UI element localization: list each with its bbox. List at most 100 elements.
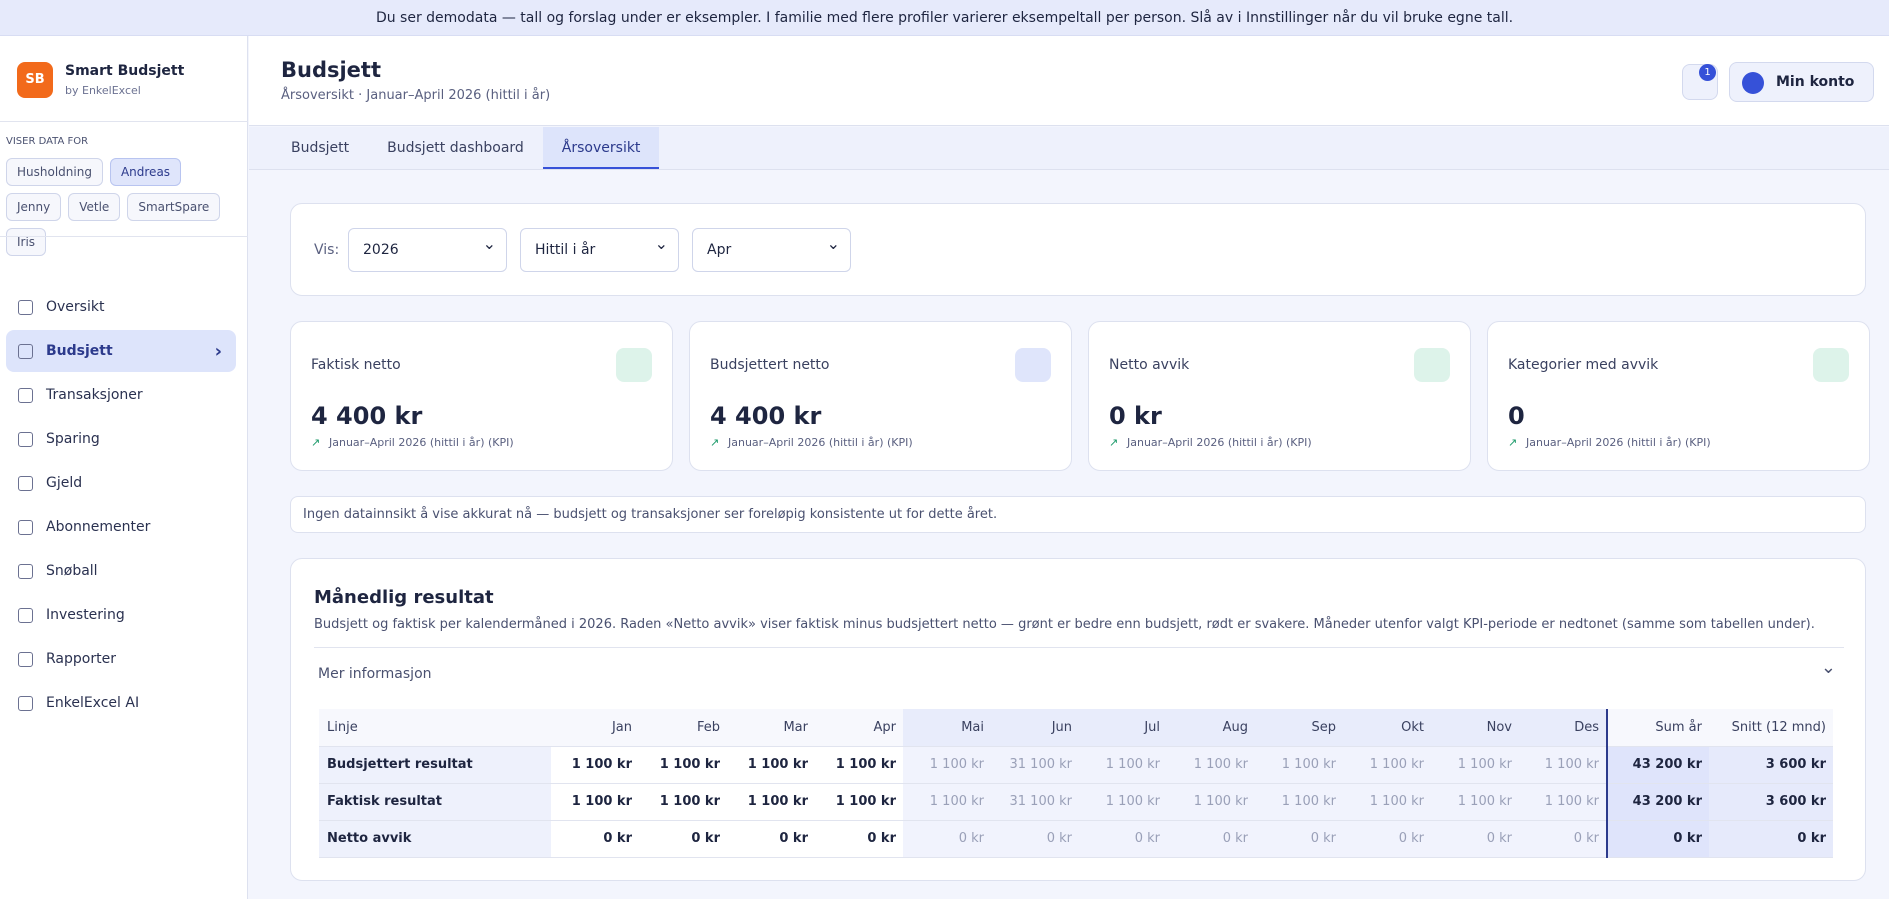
- table-row: Faktisk resultat 1 100 kr 1 100 kr 1 100 kr…: [319, 783, 1833, 821]
- table-cell: 1 100 kr: [727, 783, 815, 821]
- filter-label: Vis:: [314, 242, 340, 258]
- table-cell: 0 kr: [551, 820, 639, 858]
- kpi-note: Januar–April 2026 (hittil i år) (KPI): [710, 436, 913, 449]
- table-cell: 0 kr: [1255, 820, 1343, 858]
- profile-chip[interactable]: SmartSpare: [127, 193, 221, 221]
- column-header: Des: [1519, 709, 1607, 747]
- kpi-card: Kategorier med avvik 0 Januar–April 2026 (…: [1487, 321, 1870, 471]
- more-info-toggle[interactable]: Mer informasjon: [314, 642, 1844, 699]
- table-cell: 1 100 kr: [727, 746, 815, 784]
- profile-chip[interactable]: Husholdning: [6, 158, 103, 186]
- kpi-icon: [1015, 348, 1051, 382]
- table-cell: 1 100 kr: [1519, 746, 1607, 784]
- nav: OversiktBudsjettTransaksjonerSparingGjel…: [6, 286, 236, 726]
- kpi-value: 4 400 kr: [710, 402, 822, 430]
- column-header: Sep: [1255, 709, 1343, 747]
- select[interactable]: Apr: [692, 223, 851, 272]
- page-subtitle: Årsoversikt · Januar–April 2026 (hittil …: [281, 88, 551, 103]
- column-header: Linje: [319, 709, 551, 747]
- header: Budsjett Årsoversikt · Januar–April 2026…: [249, 36, 1889, 126]
- column-header: Sum år: [1606, 709, 1709, 747]
- table-cell: 1 100 kr: [1343, 746, 1431, 784]
- tab[interactable]: Budsjett dashboard: [387, 140, 524, 156]
- nav-item[interactable]: Rapporter: [6, 638, 236, 680]
- table-cell: 1 100 kr: [1343, 783, 1431, 821]
- nav-item[interactable]: Snøball: [6, 550, 236, 592]
- table-cell: 3 600 kr: [1709, 746, 1833, 784]
- divider: [0, 121, 248, 122]
- viewing-label: VISER DATA FOR: [6, 136, 89, 147]
- filter-card: Vis: 2026 Hittil i år Apr: [290, 203, 1866, 296]
- column-header: Nov: [1431, 709, 1519, 747]
- table-cell: 0 kr: [727, 820, 815, 858]
- kpi-card: Faktisk netto 4 400 kr Januar–April 2026 (…: [290, 321, 673, 471]
- table-cell: 1 100 kr: [1255, 746, 1343, 784]
- divider: [0, 236, 248, 237]
- nav-item[interactable]: Gjeld: [6, 462, 236, 504]
- select[interactable]: Hittil i år: [520, 223, 679, 272]
- table-cell: 1 100 kr: [1431, 783, 1519, 821]
- nav-item[interactable]: Oversikt: [6, 286, 236, 328]
- table-cell: 1 100 kr: [639, 746, 727, 784]
- kpi-title: Budsjettert netto: [710, 357, 830, 373]
- brand-name: Smart Budsjett: [65, 63, 185, 79]
- table-cell: 1 100 kr: [815, 783, 903, 821]
- column-header: Aug: [1167, 709, 1255, 747]
- kpi-icon: [616, 348, 652, 382]
- kpi-card: Netto avvik 0 kr Januar–April 2026 (hittil…: [1088, 321, 1471, 471]
- kpi-note: Januar–April 2026 (hittil i år) (KPI): [311, 436, 514, 449]
- select[interactable]: 2026: [348, 223, 507, 272]
- kpi-note: Januar–April 2026 (hittil i år) (KPI): [1508, 436, 1711, 449]
- kpi-icon: [1813, 348, 1849, 382]
- table-cell: 43 200 kr: [1606, 783, 1709, 821]
- header-row: Linje Jan Feb Mar Apr Mai Jun Jul Aug Sep Okt Nov De…: [319, 709, 1833, 747]
- logo: SB: [17, 62, 53, 98]
- table-cell: 0 kr: [1079, 820, 1167, 858]
- column-header: Mar: [727, 709, 815, 747]
- table-cell: 1 100 kr: [639, 783, 727, 821]
- table-row: Budsjettert resultat 1 100 kr 1 100 kr 1 10…: [319, 746, 1833, 784]
- table-cell: Faktisk resultat: [319, 783, 551, 821]
- column-header: Feb: [639, 709, 727, 747]
- column-header: Jul: [1079, 709, 1167, 747]
- kpi-icon: [1414, 348, 1450, 382]
- profile-chip[interactable]: Vetle: [68, 193, 121, 221]
- table-cell: 1 100 kr: [551, 746, 639, 784]
- brand-by: by EnkelExcel: [65, 84, 141, 97]
- kpi-title: Kategorier med avvik: [1508, 357, 1659, 373]
- sidebar: SB Smart Budsjett by EnkelExcel VISER DA…: [0, 36, 248, 899]
- column-header: Jun: [991, 709, 1079, 747]
- table-cell: 0 kr: [639, 820, 727, 858]
- account-button[interactable]: Min konto: [1729, 62, 1874, 102]
- section-title: Månedlig resultat: [314, 587, 494, 608]
- table-cell: 0 kr: [1519, 820, 1607, 858]
- kpi-title: Faktisk netto: [311, 357, 401, 373]
- table-cell: 1 100 kr: [1167, 783, 1255, 821]
- profile-chip[interactable]: Iris: [6, 228, 47, 256]
- table-cell: 1 100 kr: [815, 746, 903, 784]
- tab[interactable]: Årsoversikt: [542, 127, 660, 169]
- profile-chip[interactable]: Jenny: [6, 193, 62, 221]
- tabs: Budsjett Budsjett dashboard Årsoversikt: [249, 127, 1889, 170]
- table-cell: Budsjettert resultat: [319, 746, 551, 784]
- notification-badge: 1: [1699, 64, 1716, 81]
- table-cell: 0 kr: [1606, 820, 1709, 858]
- table-cell: 3 600 kr: [1709, 783, 1833, 821]
- nav-item[interactable]: Transaksjoner: [6, 374, 236, 416]
- tab[interactable]: Budsjett: [291, 140, 350, 156]
- profile-chip[interactable]: Andreas: [109, 158, 182, 186]
- table-cell: 0 kr: [991, 820, 1079, 858]
- column-header: Mai: [903, 709, 991, 747]
- nav-item[interactable]: EnkelExcel AI: [6, 682, 236, 724]
- nav-item[interactable]: Budsjett: [6, 330, 236, 372]
- column-header: Snitt (12 mnd): [1709, 709, 1833, 747]
- nav-item[interactable]: Sparing: [6, 418, 236, 460]
- table-cell: 1 100 kr: [1255, 783, 1343, 821]
- nav-item[interactable]: Abonnementer: [6, 506, 236, 548]
- monthly-card: Månedlig resultat Budsjett og faktisk pe…: [290, 558, 1866, 881]
- nav-item[interactable]: Investering: [6, 594, 236, 636]
- kpi-value: 0 kr: [1109, 402, 1162, 430]
- table-cell: 1 100 kr: [1519, 783, 1607, 821]
- table-cell: 0 kr: [1431, 820, 1519, 858]
